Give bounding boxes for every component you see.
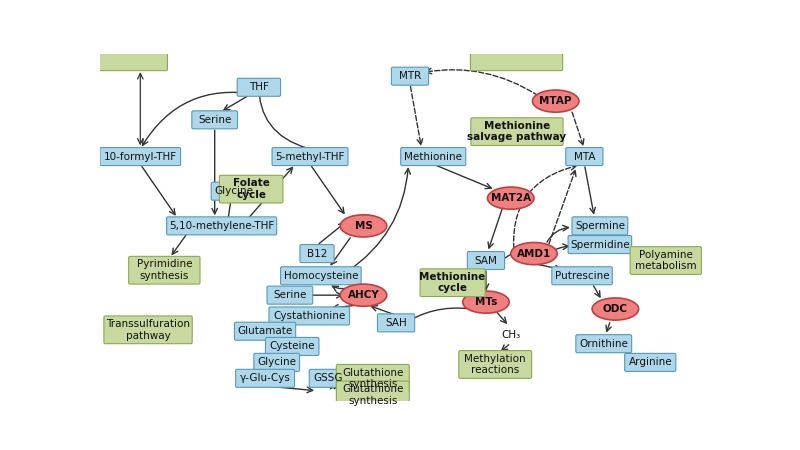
FancyBboxPatch shape [470, 53, 562, 71]
Text: AMD1: AMD1 [517, 248, 551, 259]
Text: CH₃: CH₃ [501, 330, 520, 340]
FancyBboxPatch shape [566, 148, 603, 166]
Text: SAM: SAM [474, 256, 498, 266]
Text: Glycine: Glycine [258, 357, 296, 367]
Ellipse shape [487, 187, 534, 209]
FancyBboxPatch shape [401, 148, 466, 166]
Ellipse shape [462, 291, 509, 313]
FancyBboxPatch shape [234, 322, 296, 340]
FancyBboxPatch shape [625, 353, 676, 371]
FancyBboxPatch shape [166, 217, 277, 235]
FancyBboxPatch shape [211, 182, 257, 200]
Ellipse shape [340, 284, 386, 306]
FancyBboxPatch shape [391, 67, 429, 85]
FancyBboxPatch shape [471, 118, 563, 145]
Text: GSSG: GSSG [314, 374, 343, 383]
Text: Glutathione
synthesis: Glutathione synthesis [342, 368, 403, 389]
FancyBboxPatch shape [459, 351, 532, 378]
Text: Glutathione
synthesis: Glutathione synthesis [342, 384, 403, 406]
FancyBboxPatch shape [336, 364, 410, 392]
Text: Cysteine: Cysteine [270, 342, 315, 351]
FancyBboxPatch shape [272, 148, 348, 166]
FancyBboxPatch shape [576, 335, 632, 353]
Text: ODC: ODC [603, 304, 628, 314]
FancyBboxPatch shape [630, 247, 702, 274]
Text: Serine: Serine [273, 290, 306, 300]
Text: SAH: SAH [385, 318, 407, 328]
Text: Putrescine: Putrescine [554, 271, 610, 281]
Text: Spermidine: Spermidine [570, 239, 630, 250]
FancyBboxPatch shape [467, 252, 505, 270]
Ellipse shape [533, 90, 579, 112]
Text: 5,10-methylene-THF: 5,10-methylene-THF [169, 221, 274, 231]
Text: MAT2A: MAT2A [490, 193, 531, 203]
Text: MTAP: MTAP [539, 96, 572, 106]
FancyBboxPatch shape [420, 269, 485, 297]
Text: Spermine: Spermine [575, 221, 625, 231]
FancyBboxPatch shape [236, 369, 294, 387]
Text: Methionine
cycle: Methionine cycle [419, 272, 486, 293]
Text: Folate
cycle: Folate cycle [233, 178, 270, 200]
Ellipse shape [592, 298, 638, 320]
FancyBboxPatch shape [572, 217, 628, 235]
Text: Pyrimidine
synthesis: Pyrimidine synthesis [137, 259, 192, 281]
Text: MS: MS [354, 221, 373, 231]
Ellipse shape [340, 215, 386, 237]
FancyBboxPatch shape [100, 148, 181, 166]
Text: Arginine: Arginine [629, 357, 672, 367]
FancyBboxPatch shape [281, 267, 361, 285]
Text: Serine: Serine [198, 115, 231, 125]
FancyBboxPatch shape [267, 286, 313, 304]
FancyBboxPatch shape [254, 353, 299, 371]
Text: Glycine: Glycine [214, 186, 254, 196]
Text: Transsulfuration
pathway: Transsulfuration pathway [106, 319, 190, 341]
Text: THF: THF [249, 82, 269, 92]
FancyBboxPatch shape [378, 314, 414, 332]
Text: MTR: MTR [399, 71, 421, 81]
Text: 5-methyl-THF: 5-methyl-THF [275, 152, 345, 162]
FancyBboxPatch shape [266, 338, 319, 356]
Text: B12: B12 [307, 248, 327, 259]
FancyBboxPatch shape [104, 316, 192, 344]
FancyBboxPatch shape [568, 235, 632, 254]
FancyBboxPatch shape [192, 111, 238, 129]
Text: Methionine
salvage pathway: Methionine salvage pathway [467, 121, 566, 142]
FancyBboxPatch shape [269, 307, 350, 325]
Text: Methionine: Methionine [404, 152, 462, 162]
Text: 10-formyl-THF: 10-formyl-THF [104, 152, 177, 162]
Text: Cystathionine: Cystathionine [273, 311, 346, 321]
FancyBboxPatch shape [300, 245, 334, 263]
Text: Ornithine: Ornithine [579, 339, 628, 349]
Text: Methylation
reactions: Methylation reactions [465, 354, 526, 375]
FancyBboxPatch shape [336, 381, 410, 409]
FancyBboxPatch shape [98, 53, 167, 71]
Text: MTA: MTA [574, 152, 595, 162]
Text: γ-Glu-Cys: γ-Glu-Cys [240, 374, 290, 383]
FancyBboxPatch shape [310, 369, 348, 387]
FancyBboxPatch shape [219, 175, 283, 203]
Text: Polyamine
metabolism: Polyamine metabolism [635, 250, 697, 271]
Text: Glutamate: Glutamate [238, 326, 293, 336]
Ellipse shape [510, 243, 558, 265]
Text: Homocysteine: Homocysteine [284, 271, 358, 281]
FancyBboxPatch shape [237, 78, 281, 96]
Text: AHCY: AHCY [348, 290, 379, 300]
FancyBboxPatch shape [129, 256, 200, 284]
Text: MTs: MTs [474, 297, 497, 307]
FancyBboxPatch shape [552, 267, 612, 285]
